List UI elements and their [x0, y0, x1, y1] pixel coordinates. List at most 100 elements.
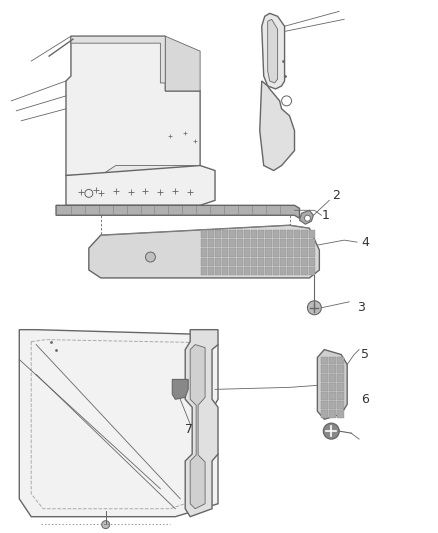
Bar — [244, 239, 250, 247]
Bar — [309, 248, 315, 257]
Bar — [201, 248, 207, 257]
Bar — [273, 248, 279, 257]
Polygon shape — [165, 36, 200, 91]
Bar — [337, 357, 344, 365]
Bar — [265, 267, 272, 276]
Polygon shape — [66, 36, 200, 175]
Bar — [329, 383, 336, 391]
Bar — [244, 267, 250, 276]
Bar — [309, 239, 315, 247]
Polygon shape — [56, 205, 300, 218]
Bar — [237, 239, 243, 247]
Bar — [258, 267, 265, 276]
Bar — [287, 230, 293, 238]
Bar — [309, 258, 315, 266]
Bar — [251, 258, 257, 266]
Polygon shape — [262, 13, 285, 89]
Bar — [301, 239, 307, 247]
Bar — [265, 230, 272, 238]
Bar — [337, 383, 344, 391]
Bar — [222, 258, 229, 266]
Bar — [208, 258, 214, 266]
Bar — [273, 239, 279, 247]
Polygon shape — [19, 330, 218, 516]
Bar — [294, 248, 300, 257]
Bar — [201, 230, 207, 238]
Bar — [265, 258, 272, 266]
Bar — [294, 267, 300, 276]
Polygon shape — [185, 330, 218, 516]
Bar — [230, 258, 236, 266]
Bar — [301, 230, 307, 238]
Bar — [337, 375, 344, 382]
Bar — [237, 258, 243, 266]
Bar — [273, 258, 279, 266]
Bar — [201, 239, 207, 247]
Bar — [215, 267, 221, 276]
Bar — [337, 410, 344, 418]
Bar — [301, 248, 307, 257]
Bar — [201, 258, 207, 266]
Text: 7: 7 — [185, 423, 193, 435]
Bar — [321, 357, 328, 365]
Bar — [258, 239, 265, 247]
Bar — [237, 267, 243, 276]
Bar — [222, 248, 229, 257]
Circle shape — [323, 423, 339, 439]
Bar — [321, 410, 328, 418]
Bar — [301, 267, 307, 276]
Polygon shape — [66, 166, 215, 205]
Bar — [294, 230, 300, 238]
Bar — [321, 366, 328, 374]
Bar — [280, 230, 286, 238]
Text: 6: 6 — [361, 393, 369, 406]
Bar — [208, 248, 214, 257]
Bar — [337, 392, 344, 400]
Bar — [321, 401, 328, 409]
Bar — [258, 258, 265, 266]
Bar — [294, 258, 300, 266]
Bar — [280, 248, 286, 257]
Bar — [329, 366, 336, 374]
Bar — [230, 230, 236, 238]
Polygon shape — [300, 211, 314, 224]
Bar — [215, 248, 221, 257]
Bar — [337, 366, 344, 374]
Bar — [222, 239, 229, 247]
Bar — [251, 239, 257, 247]
Text: 1: 1 — [321, 209, 329, 222]
Bar — [280, 267, 286, 276]
Bar — [244, 230, 250, 238]
Bar — [258, 230, 265, 238]
Bar — [201, 267, 207, 276]
Bar — [294, 239, 300, 247]
Bar — [215, 258, 221, 266]
Bar — [287, 267, 293, 276]
Bar — [215, 239, 221, 247]
Text: 3: 3 — [357, 301, 365, 314]
Polygon shape — [89, 225, 319, 278]
Bar — [329, 401, 336, 409]
Bar — [329, 392, 336, 400]
Circle shape — [304, 215, 311, 221]
Bar — [237, 230, 243, 238]
Bar — [287, 258, 293, 266]
Circle shape — [307, 301, 321, 315]
Bar — [265, 239, 272, 247]
Bar — [321, 392, 328, 400]
Bar — [321, 375, 328, 382]
Circle shape — [145, 252, 155, 262]
Bar — [222, 267, 229, 276]
Bar — [321, 383, 328, 391]
Text: 5: 5 — [361, 348, 369, 361]
Bar — [287, 248, 293, 257]
Bar — [208, 230, 214, 238]
Bar — [208, 267, 214, 276]
Bar — [251, 267, 257, 276]
Text: 2: 2 — [332, 189, 340, 202]
Bar — [215, 230, 221, 238]
Circle shape — [102, 521, 110, 529]
Bar — [329, 410, 336, 418]
Bar — [251, 230, 257, 238]
Polygon shape — [260, 81, 294, 171]
